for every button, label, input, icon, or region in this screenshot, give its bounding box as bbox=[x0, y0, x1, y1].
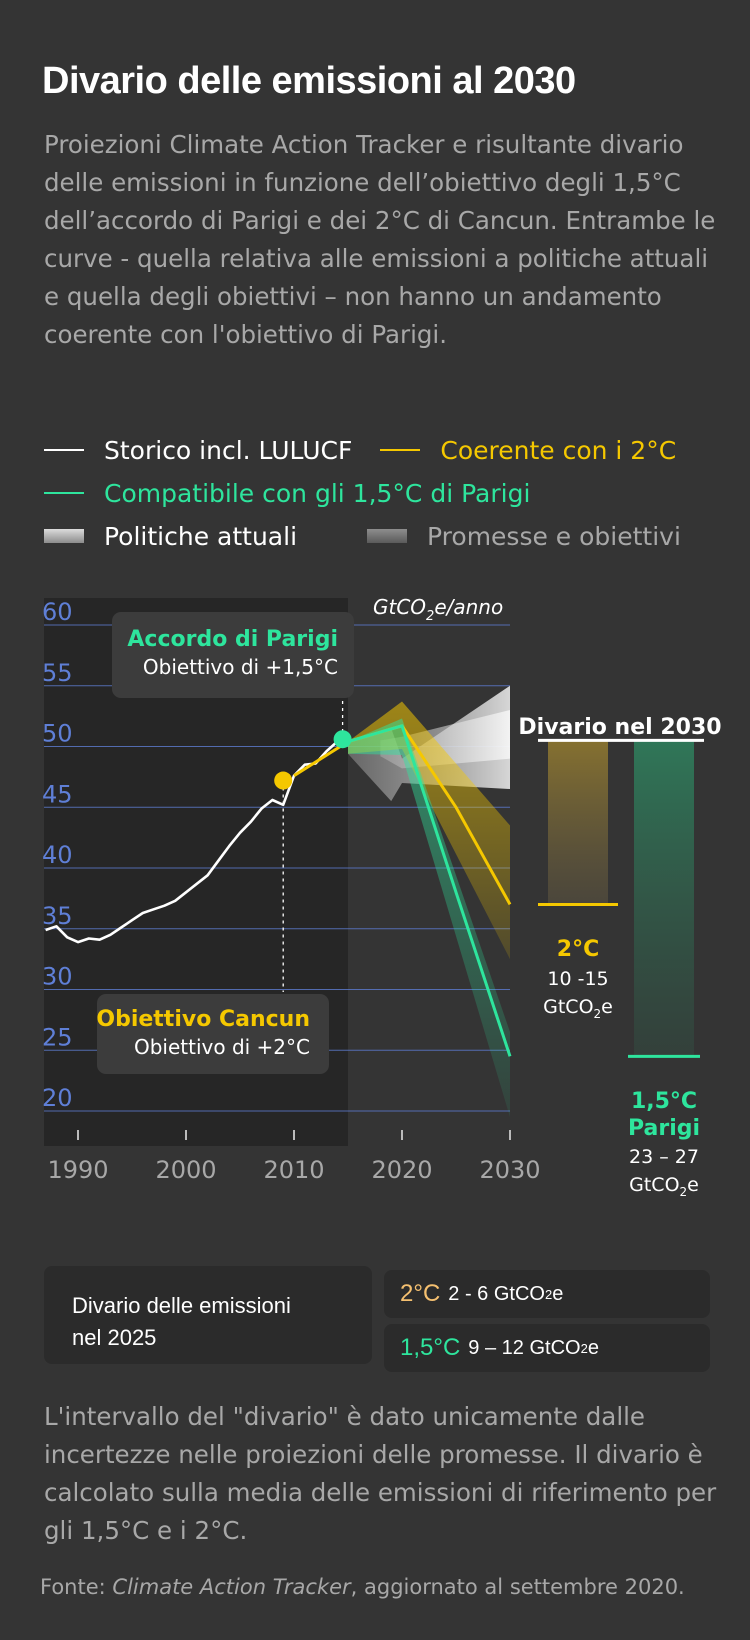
gap-2025-box: Divario delle emissioni nel 2025 bbox=[44, 1266, 372, 1364]
legend-row-1: Storico incl. LULUCF Coerente con i 2°C bbox=[44, 430, 676, 470]
y-tick-label: 45 bbox=[42, 780, 73, 808]
source-line: Fonte: Climate Action Tracker, aggiornat… bbox=[40, 1575, 685, 1599]
legend-row-2: Compatibile con gli 1,5°C di Parigi bbox=[44, 473, 530, 513]
one-five-line bbox=[347, 724, 512, 1057]
source-name: Climate Action Tracker bbox=[112, 1575, 351, 1599]
legend-historic-label: Storico incl. LULUCF bbox=[104, 435, 353, 465]
legend-pledges-swatch bbox=[367, 529, 408, 543]
legend-one-five: Compatibile con gli 1,5°C di Parigi bbox=[44, 479, 530, 508]
page-subtitle: Proiezioni Climate Action Tracker e risu… bbox=[44, 130, 716, 349]
gap-2025-one-five-key: 1,5°C bbox=[400, 1334, 461, 1361]
gap-2025-one-five: 1,5°C 9 – 12 GtCO 2 e bbox=[384, 1324, 710, 1372]
legend-one-five-swatch bbox=[44, 492, 84, 494]
gap-2030-two-deg-range: 10 -15 bbox=[547, 968, 608, 990]
legend-two-deg: Coerente con i 2°C bbox=[380, 436, 676, 465]
gap-2030-one-five-unit: GtCO2e bbox=[629, 1174, 699, 1199]
legend-historic-swatch bbox=[44, 449, 84, 451]
gap-2030-title: Divario nel 2030 bbox=[518, 715, 721, 740]
band-two-deg-range bbox=[348, 701, 510, 960]
cancun-annotation-text: Obiettivo di +2°C bbox=[134, 1035, 310, 1059]
x-tick-label: 2010 bbox=[263, 1156, 324, 1184]
legend-pledges-label: Promesse e obiettivi bbox=[427, 521, 681, 551]
source-suffix: , aggiornato al settembre 2020. bbox=[350, 1575, 685, 1599]
gap-2030-two-deg-label: 2°C bbox=[557, 937, 599, 962]
source-prefix: Fonte: bbox=[40, 1575, 113, 1599]
paris-annotation-text: Obiettivo di +1,5°C bbox=[143, 655, 338, 679]
legend-policies: Politiche attuali bbox=[44, 522, 297, 551]
gap-2025-label: Divario delle emissioni nel 2025 bbox=[72, 1293, 291, 1350]
emissions-chart: 20 25 30 35 40 45 50 55 60 GtCO2e/anno Accordo di… bbox=[42, 595, 722, 1199]
cancun-annotation-box bbox=[97, 994, 329, 1074]
legend-two-deg-swatch bbox=[380, 449, 421, 451]
gap-2030-one-five-label: 1,5°C bbox=[631, 1089, 697, 1114]
legend-pledges: Promesse e obiettivi bbox=[367, 522, 681, 551]
cancun-marker bbox=[274, 771, 293, 790]
gap-2025-two-deg-value: 2 - 6 GtCO bbox=[448, 1282, 545, 1305]
gap-2030-one-five-bar bbox=[634, 740, 694, 1057]
footer-note: L'intervallo del "divario" è dato unicam… bbox=[44, 1402, 717, 1545]
y-axis-unit-label: GtCO2e/anno bbox=[373, 595, 503, 624]
band-one-five-range bbox=[348, 718, 510, 1118]
paris-annotation-box bbox=[112, 612, 354, 698]
x-tick-label: 2020 bbox=[371, 1156, 432, 1184]
y-tick-label: 60 bbox=[42, 598, 73, 626]
gap-2030-two-deg-bar bbox=[548, 740, 608, 905]
gap-2030-one-five-label-2: Parigi bbox=[628, 1116, 700, 1141]
gap-2025-two-deg: 2°C 2 - 6 GtCO 2 e bbox=[384, 1270, 710, 1318]
gap-2025-two-deg-suffix: e bbox=[552, 1282, 564, 1305]
y-tick-label: 25 bbox=[42, 1023, 73, 1051]
legend-row-3: Politiche attuali Promesse e obiettivi bbox=[44, 516, 681, 556]
legend-policies-label: Politiche attuali bbox=[104, 521, 298, 551]
y-tick-label: 40 bbox=[42, 841, 73, 869]
paris-annotation-title: Accordo di Parigi bbox=[127, 627, 338, 652]
gap-2025-one-five-suffix: e bbox=[587, 1336, 599, 1359]
x-tick-label: 2000 bbox=[155, 1156, 216, 1184]
gap-2025-one-five-value: 9 – 12 GtCO bbox=[468, 1336, 581, 1359]
y-tick-label: 30 bbox=[42, 963, 73, 991]
legend-two-deg-label: Coerente con i 2°C bbox=[440, 435, 677, 465]
gap-2030-one-five-range: 23 – 27 bbox=[629, 1146, 699, 1168]
paris-marker bbox=[333, 730, 352, 749]
gap-2025-one-five-sub: 2 bbox=[580, 1340, 588, 1356]
y-tick-label: 55 bbox=[42, 659, 73, 687]
gap-2025-two-deg-key: 2°C bbox=[400, 1280, 441, 1307]
y-tick-label: 20 bbox=[42, 1084, 73, 1112]
gap-2030-two-deg-unit: GtCO2e bbox=[543, 996, 613, 1021]
legend-one-five-label: Compatibile con gli 1,5°C di Parigi bbox=[104, 478, 531, 508]
y-tick-label: 50 bbox=[42, 720, 73, 748]
x-tick-label: 1990 bbox=[47, 1156, 108, 1184]
cancun-annotation-title: Obiettivo Cancun bbox=[96, 1007, 310, 1032]
legend-historic: Storico incl. LULUCF bbox=[44, 436, 352, 465]
gap-2025-two-deg-sub: 2 bbox=[544, 1286, 553, 1302]
page-title: Divario delle emissioni al 2030 bbox=[42, 60, 576, 102]
x-tick-label: 2030 bbox=[479, 1156, 540, 1184]
legend-policies-swatch bbox=[44, 529, 84, 543]
y-tick-label: 35 bbox=[42, 902, 73, 930]
